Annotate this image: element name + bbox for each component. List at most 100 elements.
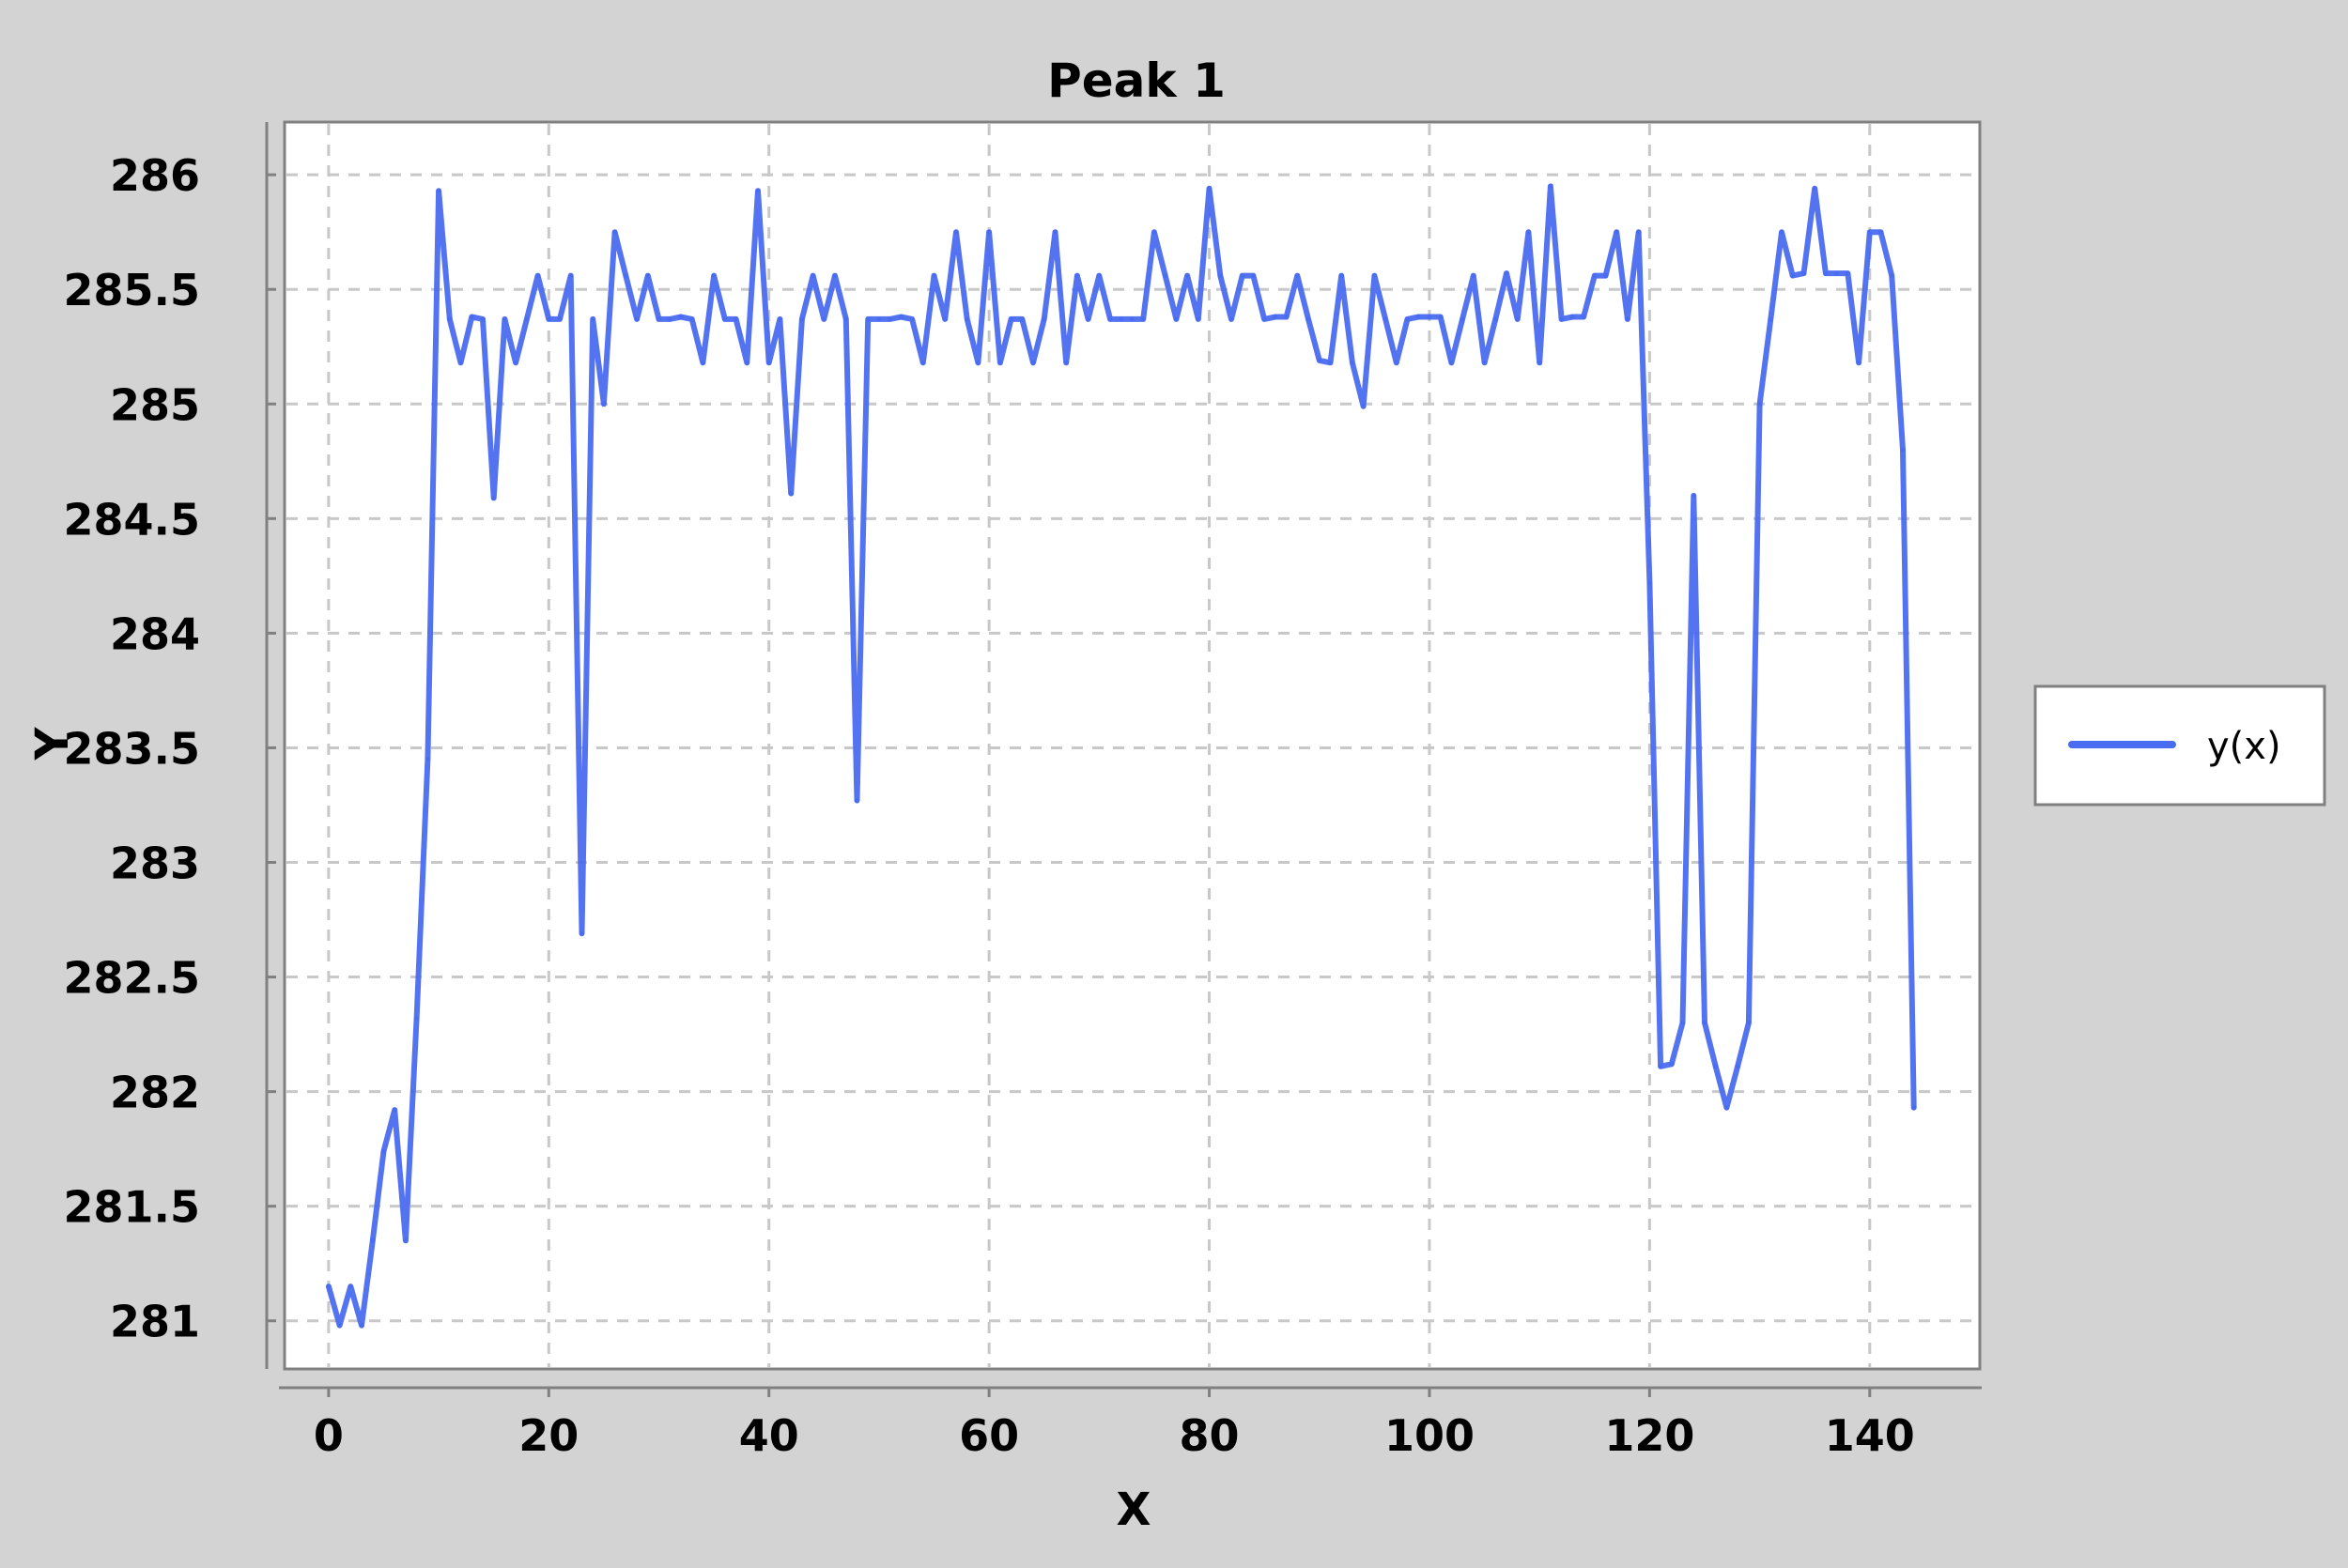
series-data-point xyxy=(403,1237,409,1243)
series-data-point xyxy=(1746,1020,1752,1025)
series-data-point xyxy=(1294,273,1300,279)
series-data-point xyxy=(1691,493,1696,499)
series-data-point xyxy=(700,360,705,365)
series-data-point xyxy=(1460,316,1465,322)
series-data-point xyxy=(392,1107,397,1113)
series-data-point xyxy=(657,316,661,322)
series-data-point xyxy=(645,273,651,279)
series-data-point xyxy=(1261,316,1267,322)
series-data-point xyxy=(689,316,695,322)
legend: y(x) xyxy=(2033,684,2326,807)
series-data-point xyxy=(1878,229,1883,235)
series-data-point xyxy=(1790,273,1796,279)
series-data-point xyxy=(898,315,904,319)
series-data-point xyxy=(1911,1105,1917,1111)
y-tick-label: 285.5 xyxy=(63,265,200,315)
series-data-point xyxy=(359,1323,364,1329)
x-axis-label: X xyxy=(1116,1483,1151,1536)
series-data-point xyxy=(370,1237,376,1243)
series-data-point xyxy=(1394,360,1399,365)
series-data-point xyxy=(1569,315,1575,319)
series-data-point xyxy=(1240,273,1245,279)
series-data-point xyxy=(1317,358,1322,363)
series-data-point xyxy=(1383,316,1388,322)
series-data-point xyxy=(1801,270,1806,276)
series-data-point xyxy=(965,316,970,322)
series-data-point xyxy=(1217,273,1223,279)
series-data-point xyxy=(1151,229,1157,235)
series-data-point xyxy=(1867,229,1873,235)
series-data-point xyxy=(799,316,805,322)
series-data-point xyxy=(337,1323,343,1329)
series-data-point xyxy=(1471,273,1476,279)
series-data-point xyxy=(634,316,640,322)
series-data-point xyxy=(1273,315,1278,319)
series-data-point xyxy=(986,229,992,235)
series-data-point xyxy=(1427,315,1432,319)
x-axis-ticks: 0 20 40 60 80 100 120 140 xyxy=(314,1388,1915,1461)
series-data-point xyxy=(975,360,981,365)
series-group xyxy=(325,183,1917,1329)
y-tick-label: 282.5 xyxy=(63,953,200,1004)
series-data-point xyxy=(766,360,772,365)
series-data-point xyxy=(1735,1064,1740,1069)
series-data-point xyxy=(1250,273,1256,279)
series-data-point xyxy=(1636,229,1642,235)
series-data-point xyxy=(1669,1061,1675,1067)
series-data-point xyxy=(1559,316,1565,322)
y-tick-label: 282 xyxy=(110,1068,200,1118)
series-data-point xyxy=(1184,273,1190,279)
series-data-point xyxy=(1405,316,1410,322)
y-tick-label: 285 xyxy=(110,379,200,430)
series-data-point xyxy=(535,273,541,279)
series-data-point xyxy=(579,930,584,936)
series-data-point xyxy=(855,798,859,804)
series-data-point xyxy=(1284,315,1290,319)
series-data-point xyxy=(1482,360,1488,365)
series-data-point xyxy=(1525,229,1531,235)
x-tick-label: 80 xyxy=(1180,1410,1240,1461)
series-data-point xyxy=(1723,1105,1729,1111)
series-data-point xyxy=(1371,273,1377,279)
series-data-point xyxy=(425,757,430,762)
x-tick-label: 40 xyxy=(739,1410,799,1461)
x-tick-label: 120 xyxy=(1604,1410,1694,1461)
y-tick-label: 281.5 xyxy=(63,1182,200,1233)
series-data-point xyxy=(734,316,739,322)
series-data-point xyxy=(722,316,728,322)
series-data-point xyxy=(1009,316,1014,322)
series-data-point xyxy=(546,316,551,322)
y-axis-label: Y xyxy=(26,726,79,761)
series-data-point xyxy=(348,1284,353,1289)
series-data-point xyxy=(821,316,826,322)
series-data-point xyxy=(1492,316,1498,322)
series-data-point xyxy=(1415,315,1421,319)
series-data-point xyxy=(876,316,882,322)
series-data-point xyxy=(1361,404,1367,409)
series-data-point xyxy=(1074,273,1080,279)
series-data-point xyxy=(1328,360,1333,365)
series-data-point xyxy=(744,360,749,365)
series-data-point xyxy=(678,315,684,319)
series-data-point xyxy=(909,316,915,322)
series-data-point xyxy=(381,1148,386,1154)
y-tick-label: 283 xyxy=(110,838,200,889)
series-data-point xyxy=(414,1016,420,1021)
series-data-point xyxy=(436,188,441,193)
series-data-point xyxy=(1680,1020,1685,1025)
series-data-point xyxy=(843,316,849,322)
series-data-point xyxy=(1207,186,1212,192)
series-data-point xyxy=(1030,360,1036,365)
series-data-point xyxy=(623,273,628,279)
series-data-point xyxy=(1119,316,1124,322)
series-data-point xyxy=(1173,316,1179,322)
series-data-point xyxy=(1130,316,1135,322)
series-data-point xyxy=(1338,273,1344,279)
series-data-point xyxy=(557,316,563,322)
series-data-point xyxy=(491,495,497,500)
series-data-point xyxy=(480,316,486,322)
series-data-point xyxy=(612,229,618,235)
series-data-point xyxy=(942,316,948,322)
series-data-point xyxy=(1086,316,1091,322)
series-data-point xyxy=(1757,401,1763,407)
